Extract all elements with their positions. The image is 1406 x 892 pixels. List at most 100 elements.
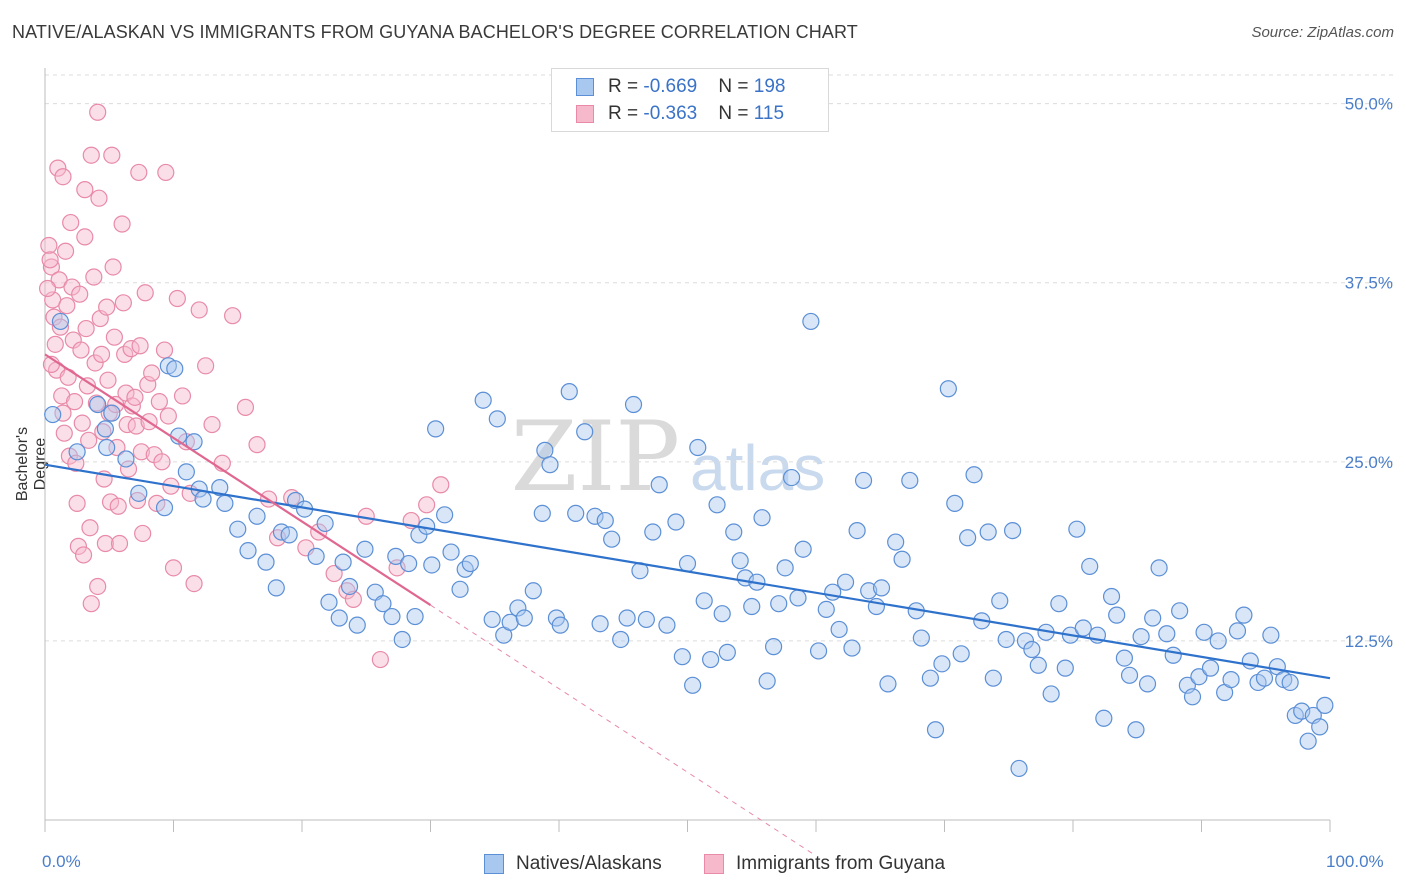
point-natives bbox=[501, 613, 519, 631]
point-guyana bbox=[119, 460, 138, 478]
point-natives bbox=[984, 669, 1002, 687]
point-natives bbox=[1144, 609, 1162, 627]
point-natives bbox=[340, 577, 359, 596]
point-natives bbox=[1120, 666, 1139, 684]
point-natives bbox=[1016, 632, 1035, 650]
point-guyana bbox=[40, 236, 58, 255]
point-natives bbox=[509, 599, 527, 617]
bottom-legend-swatch-guyana bbox=[704, 854, 724, 874]
point-guyana bbox=[150, 393, 168, 411]
point-guyana bbox=[185, 575, 203, 593]
point-natives bbox=[1074, 619, 1092, 637]
legend-n-value-guyana: 115 bbox=[753, 103, 785, 124]
point-natives bbox=[952, 645, 970, 663]
point-natives bbox=[1095, 709, 1113, 727]
point-natives bbox=[257, 553, 275, 571]
point-natives bbox=[307, 547, 325, 565]
point-natives bbox=[1209, 632, 1227, 650]
point-guyana bbox=[89, 103, 107, 121]
point-guyana bbox=[113, 215, 131, 233]
legend-r-value-guyana: -0.363 bbox=[643, 103, 698, 124]
point-natives bbox=[1042, 685, 1060, 703]
point-natives bbox=[678, 554, 697, 573]
point-guyana bbox=[81, 519, 99, 537]
point-natives bbox=[901, 471, 919, 490]
point-natives bbox=[51, 312, 70, 331]
point-guyana bbox=[82, 595, 100, 613]
point-natives bbox=[809, 642, 828, 660]
point-natives bbox=[991, 592, 1009, 610]
point-natives bbox=[98, 438, 116, 457]
chart-title: NATIVE/ALASKAN VS IMMIGRANTS FROM GUYANA… bbox=[12, 22, 858, 42]
point-guyana bbox=[104, 258, 122, 276]
point-natives bbox=[316, 514, 334, 533]
point-natives bbox=[713, 605, 731, 623]
point-natives bbox=[1222, 670, 1240, 689]
point-guyana bbox=[41, 251, 59, 269]
legend-r-value-natives: -0.669 bbox=[643, 76, 698, 97]
point-natives bbox=[764, 638, 783, 656]
point-natives bbox=[887, 533, 905, 551]
y-tick-label: 12.5% bbox=[1345, 632, 1393, 651]
point-guyana bbox=[76, 181, 94, 199]
bottom-legend-label-guyana: Immigrants from Guyana bbox=[736, 853, 946, 874]
point-natives bbox=[946, 494, 964, 512]
point-natives bbox=[96, 420, 114, 438]
point-guyana bbox=[69, 537, 88, 555]
y-tick-label: 37.5% bbox=[1345, 274, 1393, 293]
point-guyana bbox=[72, 341, 90, 359]
point-guyana bbox=[190, 301, 208, 319]
point-natives bbox=[515, 609, 533, 627]
x-tick-label-max: 100.0% bbox=[1326, 852, 1384, 871]
point-natives bbox=[689, 438, 707, 457]
point-guyana bbox=[136, 284, 154, 302]
legend-swatch-guyana bbox=[576, 105, 594, 123]
point-natives bbox=[708, 496, 726, 514]
point-natives bbox=[166, 360, 184, 378]
legend-r-label: R = bbox=[608, 76, 644, 97]
point-guyana bbox=[58, 297, 76, 315]
point-guyana bbox=[116, 345, 134, 363]
point-natives bbox=[854, 471, 873, 490]
point-natives bbox=[758, 672, 776, 690]
bottom-legend-swatch-natives bbox=[484, 854, 504, 874]
point-natives bbox=[103, 404, 121, 422]
point-natives bbox=[1316, 696, 1334, 714]
point-natives bbox=[1115, 649, 1134, 667]
point-natives bbox=[830, 620, 848, 639]
point-natives bbox=[406, 607, 424, 626]
point-guyana bbox=[143, 364, 161, 382]
point-guyana bbox=[65, 393, 84, 411]
point-guyana bbox=[76, 228, 94, 246]
point-natives bbox=[286, 491, 305, 510]
point-natives bbox=[436, 506, 454, 524]
point-guyana bbox=[164, 559, 183, 577]
point-guyana bbox=[50, 271, 68, 289]
point-natives bbox=[474, 391, 492, 409]
point-natives bbox=[1281, 673, 1299, 692]
point-guyana bbox=[74, 546, 93, 564]
point-natives bbox=[933, 655, 951, 673]
point-natives bbox=[185, 433, 203, 451]
point-guyana bbox=[130, 163, 148, 182]
point-natives bbox=[843, 639, 861, 657]
point-natives bbox=[1029, 656, 1047, 674]
point-natives bbox=[239, 542, 257, 560]
point-natives bbox=[400, 554, 418, 573]
point-natives bbox=[374, 595, 392, 613]
point-guyana bbox=[371, 650, 389, 669]
point-natives bbox=[442, 543, 460, 561]
point-guyana bbox=[224, 307, 242, 325]
point-guyana bbox=[90, 189, 108, 207]
point-natives bbox=[1132, 628, 1150, 646]
bottom-legend-guyana: Immigrants from Guyana bbox=[704, 853, 945, 875]
point-guyana bbox=[55, 424, 73, 442]
point-natives bbox=[1262, 626, 1280, 644]
point-guyana bbox=[248, 436, 266, 454]
watermark-atlas: atlas bbox=[690, 432, 825, 504]
point-natives bbox=[872, 579, 891, 597]
point-guyana bbox=[56, 242, 75, 260]
point-natives bbox=[753, 509, 771, 527]
point-natives bbox=[483, 610, 501, 629]
point-natives bbox=[965, 466, 983, 484]
